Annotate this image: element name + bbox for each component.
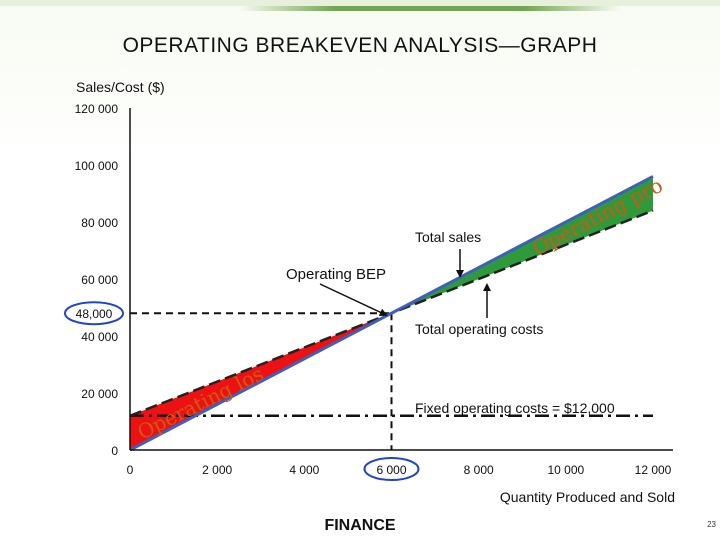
y-tick-label: 20 000: [81, 387, 118, 401]
annotations-layer: Sales/Cost ($) Quantity Produced and Sold…: [0, 0, 675, 505]
top-accent-line: [240, 6, 620, 11]
y-tick-label: 120 000: [75, 102, 119, 116]
ticks-layer: 0 20 000 40 000 60 000 80 000 100 000 120 000 4…: [64, 102, 672, 481]
total-costs-label: Total operating costs: [415, 321, 543, 337]
y-tick-label: 40 000: [81, 330, 118, 344]
y-tick-label: 60 000: [81, 273, 118, 287]
fixed-costs-label: Fixed operating costs = $12,000: [415, 400, 615, 416]
x-tick-label: 0: [127, 463, 134, 477]
page-number: 23: [686, 520, 716, 529]
top-band: [0, 0, 720, 6]
bep-label: Operating BEP: [286, 266, 386, 283]
lines-layer: [129, 175, 654, 452]
bep-arrow: [319, 283, 388, 316]
title-text: OPERATING BREAKEVEN ANALYSIS—GRAPH: [122, 34, 598, 57]
x-tick-label: 4 000: [289, 463, 319, 477]
x-axis-title: Quantity Produced and Sold: [500, 489, 675, 505]
y-tick-label: 80 000: [81, 216, 118, 230]
guides-layer: [130, 312, 393, 450]
x-tick-label: 10 000: [547, 463, 584, 477]
total-sales-line: [129, 175, 654, 452]
footer-text: FINANCE: [324, 517, 396, 534]
total-sales-label: Total sales: [415, 229, 481, 245]
x-tick-label: 8 000: [464, 463, 494, 477]
bep-y-highlight-circle: [64, 301, 124, 326]
x-tick-label: 6 000: [376, 463, 406, 477]
footer-label: FINANCE: [0, 517, 720, 535]
y-tick-label: 100 000: [75, 159, 119, 173]
x-tick-label: 2 000: [202, 463, 232, 477]
bep-x-highlight-circle: [363, 457, 420, 481]
y-tick-label: 0: [111, 444, 118, 458]
x-tick-label: 12 000: [635, 463, 672, 477]
y-axis-title: Sales/Cost ($): [76, 79, 165, 95]
page-number-text: 23: [707, 520, 716, 529]
slide-title: OPERATING BREAKEVEN ANALYSIS—GRAPH: [0, 34, 720, 58]
loss-region-label-text: Operating loss: [0, 0, 267, 444]
axes-layer: [129, 108, 673, 451]
loss-region-label: Operating loss: [0, 0, 267, 444]
y-tick-label-bep: 48,000: [76, 307, 113, 321]
